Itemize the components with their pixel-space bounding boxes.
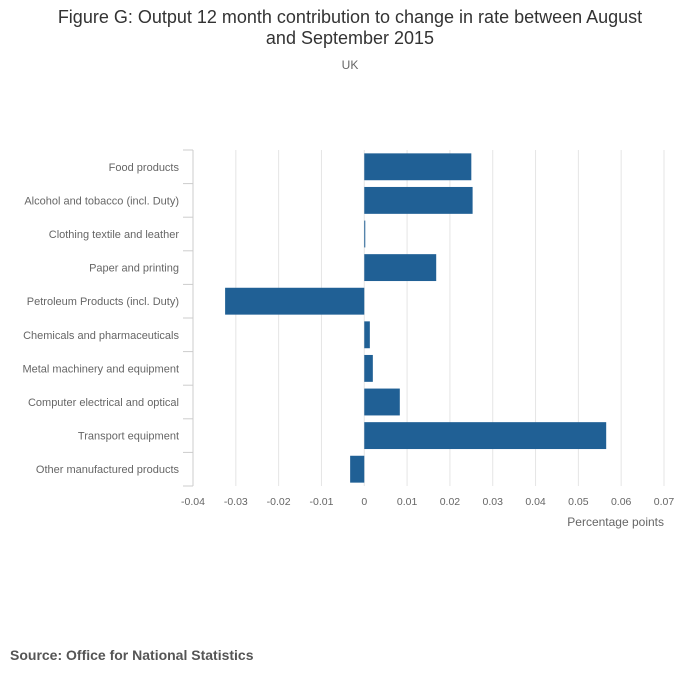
source-note: Source: Office for National Statistics xyxy=(10,647,254,663)
bar xyxy=(350,455,365,483)
category-label: Food products xyxy=(109,162,180,174)
bar xyxy=(225,287,365,315)
x-tick-label: 0.07 xyxy=(654,496,675,508)
bar xyxy=(364,354,373,382)
x-tick-label: -0.03 xyxy=(224,496,248,508)
category-label: Chemicals and pharmaceuticals xyxy=(23,330,179,342)
x-tick-label: -0.04 xyxy=(181,496,205,508)
x-tick-label: -0.02 xyxy=(267,496,291,508)
category-label: Metal machinery and equipment xyxy=(22,363,179,375)
x-tick-label: 0.03 xyxy=(483,496,504,508)
x-tick-label: 0.04 xyxy=(525,496,546,508)
bar xyxy=(364,321,370,349)
category-label: Computer electrical and optical xyxy=(28,397,179,409)
x-axis-title: Percentage points xyxy=(567,515,664,529)
chart-title-line-2: and September 2015 xyxy=(265,28,435,48)
category-label: Paper and printing xyxy=(89,263,179,275)
category-label: Clothing textile and leather xyxy=(49,229,180,241)
x-tick-label: 0.01 xyxy=(397,496,418,508)
x-tick-label: 0.05 xyxy=(568,496,589,508)
x-tick-label: -0.01 xyxy=(309,496,333,508)
category-axis xyxy=(183,149,194,487)
bar xyxy=(364,220,366,248)
category-label: Transport equipment xyxy=(78,431,179,443)
category-label: Petroleum Products (incl. Duty) xyxy=(27,296,179,308)
bar xyxy=(364,254,437,282)
category-label: Other manufactured products xyxy=(36,464,180,476)
chart-title: Figure G: Output 12 month contribution t… xyxy=(0,7,700,49)
chart-subtitle: UK xyxy=(341,58,359,72)
category-label: Alcohol and tobacco (incl. Duty) xyxy=(24,195,179,207)
x-tick-label: 0 xyxy=(361,496,367,508)
x-tick-label: 0.06 xyxy=(611,496,632,508)
bar xyxy=(364,422,607,450)
bar xyxy=(364,388,400,416)
bars xyxy=(225,153,607,483)
bar xyxy=(364,186,473,214)
category-labels: Food products Alcohol and tobacco (incl. … xyxy=(22,162,179,476)
bar xyxy=(364,153,472,181)
value-axis-ticks: -0.04 -0.03 -0.02 -0.01 0 0.01 0.02 0.03 0.04 0.0… xyxy=(181,496,674,508)
bar-chart: Food products Alcohol and tobacco (incl. … xyxy=(22,149,674,529)
chart-title-line-1: Figure G: Output 12 month contribution t… xyxy=(57,7,643,27)
x-tick-label: 0.02 xyxy=(440,496,461,508)
